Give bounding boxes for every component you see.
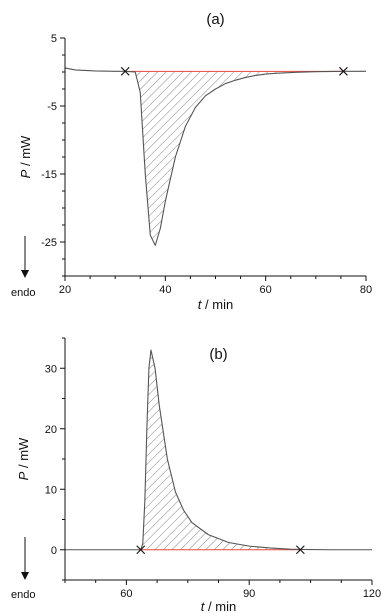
- y-tick-label: 10: [45, 484, 57, 496]
- x-axis-variable: t: [198, 297, 203, 312]
- x-tick-label: 90: [243, 588, 255, 600]
- tick-marks: [60, 337, 373, 585]
- baseline-markers: [136, 545, 305, 555]
- x-axis-variable: t: [201, 599, 206, 614]
- y-tick-label: -15: [41, 169, 57, 181]
- y-tick-label: 5: [51, 33, 57, 45]
- marker-cross: [339, 66, 348, 76]
- y-axis-variable: P: [18, 169, 33, 178]
- x-axis-unit: / min: [201, 297, 233, 312]
- y-axis-unit: / mW: [18, 135, 33, 170]
- x-axis-title: t / min: [201, 599, 236, 614]
- y-tick-label: -5: [47, 101, 57, 113]
- tick-marks: [60, 37, 367, 281]
- hatched-region: [140, 350, 301, 550]
- y-tick-label: 30: [45, 363, 57, 375]
- chart-panel-b: (b) 60 90 120 0 10 20 30 P / mW t / min endo: [11, 337, 381, 614]
- x-tick-label: 80: [360, 284, 372, 296]
- y-tick-label: 0: [51, 545, 57, 557]
- x-tick-label: 60: [260, 284, 272, 296]
- x-tick-label: 120: [363, 588, 381, 600]
- series-line: [65, 349, 372, 551]
- x-axis-title: t / min: [198, 297, 233, 312]
- x-tick-label: 60: [120, 588, 132, 600]
- y-tick-label: 20: [45, 424, 57, 436]
- marker-cross: [136, 545, 146, 555]
- marker-cross: [295, 545, 305, 555]
- y-axis-title: P / mW: [18, 135, 33, 178]
- series-line: [64, 67, 366, 246]
- x-tick-label: 20: [59, 284, 71, 296]
- hatched-area: [125, 71, 344, 246]
- marker-cross: [120, 66, 130, 76]
- tick-labels: 20 40 60 80 5 -5 -15 -25: [41, 33, 372, 296]
- hatched-region: [125, 71, 344, 246]
- y-axis-title: P / mW: [16, 437, 31, 480]
- panel-label: (a): [206, 11, 224, 28]
- y-tick-label: -25: [41, 237, 57, 249]
- x-axis-unit: / min: [204, 599, 236, 614]
- endo-label: endo: [11, 287, 35, 299]
- x-tick-label: 40: [159, 284, 171, 296]
- baseline-markers: [120, 66, 348, 76]
- chart-panel-a: (a) 20 40 60 80 5 -5 -15 -25 P / mW t / min end…: [11, 11, 372, 312]
- tick-labels: 60 90 120 0 10 20 30: [45, 363, 381, 600]
- endo-label: endo: [11, 589, 35, 601]
- y-axis-unit: / mW: [16, 437, 31, 472]
- y-axis-variable: P: [16, 471, 31, 480]
- series-curve: [65, 349, 372, 551]
- series-curve: [64, 67, 366, 246]
- hatched-area: [140, 350, 301, 550]
- panel-label: (b): [209, 346, 227, 363]
